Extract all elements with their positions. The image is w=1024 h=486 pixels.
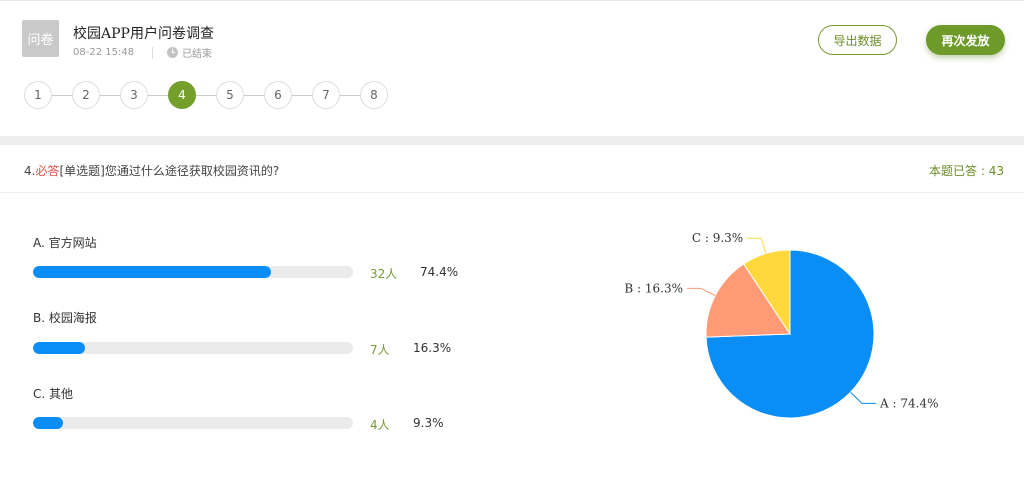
step-2[interactable]: 2 <box>72 81 100 109</box>
option-a-bar-fill <box>33 266 272 278</box>
pie-leader-c <box>747 237 767 254</box>
survey-meta: 08-22 15:48 已结束 <box>73 45 212 60</box>
option-a-label: A. 官方网站 <box>33 236 97 250</box>
survey-header: 问卷 校园APP用户问卷调查 08-22 15:48 已结束 导出数据 再次发放… <box>0 0 1024 136</box>
option-b-count: 7人 <box>370 343 390 357</box>
step-6[interactable]: 6 <box>264 81 292 109</box>
step-5[interactable]: 5 <box>216 81 244 109</box>
step-connector <box>100 95 120 96</box>
survey-status: 已结束 <box>182 49 213 60</box>
step-connector <box>340 95 360 96</box>
question-body: 您通过什么途径获取校园资讯的? <box>104 164 280 178</box>
section-divider <box>0 136 1024 145</box>
option-a-count: 32人 <box>370 267 398 281</box>
survey-title: 校园APP用户问卷调查 <box>73 26 214 42</box>
question-text: 4.必答[单选题]您通过什么途径获取校园资讯的? <box>24 162 279 179</box>
answered-count: 本题已答 : 43 <box>929 164 1004 178</box>
step-connector <box>196 95 216 96</box>
pie-label-c: C : 9.3% <box>692 231 743 245</box>
step-8[interactable]: 8 <box>360 81 388 109</box>
resend-button[interactable]: 再次发放 <box>926 25 1005 55</box>
option-c-label: C. 其他 <box>33 387 74 401</box>
step-4[interactable]: 4 <box>168 81 196 109</box>
option-a-bar <box>33 266 353 278</box>
meta-separator <box>152 46 154 59</box>
pie-chart: A : 74.4% B : 16.3% C : 9.3% <box>624 231 938 419</box>
pie-label-a: A : 74.4% <box>879 396 938 410</box>
survey-date: 08-22 15:48 <box>73 47 135 58</box>
question-type: [单选题] <box>59 164 105 178</box>
option-b-bar <box>33 342 353 354</box>
option-c-count: 4人 <box>370 418 390 432</box>
export-data-button[interactable]: 导出数据 <box>818 25 897 55</box>
step-connector <box>148 95 168 96</box>
option-c-bar-fill <box>33 417 63 429</box>
step-1[interactable]: 1 <box>24 81 52 109</box>
step-connector <box>244 95 264 96</box>
question-row: 4.必答[单选题]您通过什么途径获取校园资讯的? 本题已答 : 43 <box>0 145 1024 193</box>
step-3[interactable]: 3 <box>120 81 148 109</box>
option-b-percent: 16.3% <box>413 341 452 355</box>
step-connector <box>52 95 72 96</box>
required-tag: 必答 <box>35 164 60 178</box>
option-c-percent: 9.3% <box>413 416 444 430</box>
survey-badge: 问卷 <box>22 20 59 57</box>
question-number: 4. <box>24 164 36 178</box>
pie-slice-b[interactable] <box>705 263 791 338</box>
option-c-bar <box>33 417 353 429</box>
pie-label-b: B : 16.3% <box>624 281 683 295</box>
pie-leader-a <box>850 391 877 404</box>
option-b-label: B. 校园海报 <box>33 311 97 325</box>
option-a-percent: 74.4% <box>420 265 459 279</box>
pie-slice-c[interactable] <box>742 249 791 336</box>
clock-icon <box>167 47 179 58</box>
step-7[interactable]: 7 <box>312 81 340 109</box>
step-connector <box>292 95 312 96</box>
option-b-bar-fill <box>33 342 86 354</box>
pie-leader-b <box>687 287 716 297</box>
